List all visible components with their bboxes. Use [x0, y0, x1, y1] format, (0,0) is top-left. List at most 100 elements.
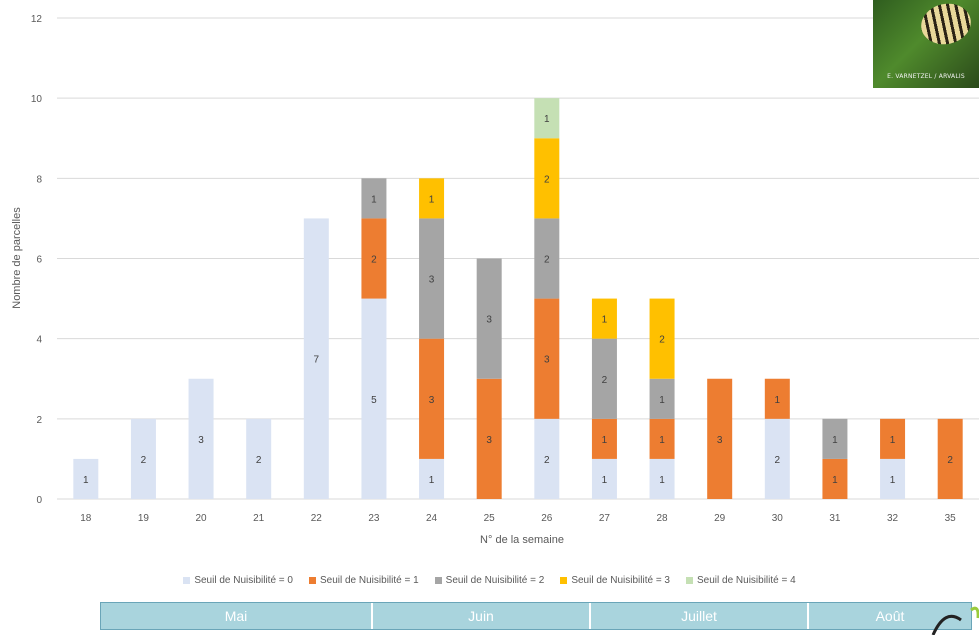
bar-segment [534, 298, 560, 419]
bars: 1 2 3 2 7 5 2 1 1 3 3 1 3 3 2 3 2 2 1 1 1 2 1 1 1 1 2 3 2 1 1 1 1 1 2 [73, 98, 963, 499]
legend-label: Seuil de Nuisibilité = 2 [445, 574, 545, 586]
data-label: 2 [659, 335, 665, 346]
x-tick-label: 18 [80, 513, 92, 524]
data-label: 3 [544, 355, 550, 366]
bar-segment [591, 458, 617, 499]
x-tick-label: 23 [368, 513, 380, 524]
data-label: 2 [775, 455, 781, 466]
bar-segment [419, 218, 445, 339]
bar-segment [880, 458, 906, 499]
data-label: 1 [890, 435, 896, 446]
data-label: 3 [486, 435, 492, 446]
legend-label: Seuil de Nuisibilité = 4 [697, 574, 796, 586]
bar-segment [880, 418, 906, 459]
legend-label: Seuil de Nuisibilité = 3 [571, 574, 670, 586]
y-tick-label: 10 [31, 94, 43, 105]
bar-segment [419, 338, 445, 459]
bar-segment [937, 418, 963, 499]
y-tick-label: 12 [31, 14, 43, 25]
data-label: 3 [198, 435, 204, 446]
bar-segment [591, 418, 617, 459]
data-label: 1 [83, 475, 89, 486]
photo-credit: E. VARNETZEL / ARVALIS [887, 73, 965, 80]
x-tick-label: 35 [945, 513, 957, 524]
data-label: 1 [544, 114, 550, 125]
data-label: 3 [717, 435, 723, 446]
y-tick-label: 6 [36, 255, 42, 266]
x-tick-label: 31 [829, 513, 841, 524]
x-axis-ticks: 18 19 20 21 22 23 24 25 26 27 28 29 30 31 32 35 [80, 513, 956, 524]
x-tick-label: 27 [599, 513, 611, 524]
data-label: 2 [544, 174, 550, 185]
bar-segment [246, 418, 272, 499]
data-label: 2 [544, 255, 550, 266]
data-label: 2 [544, 455, 550, 466]
bar-segment [591, 338, 617, 419]
legend-item: Seuil de Nuisibilité = 1 [308, 572, 419, 588]
bar-segment [419, 178, 445, 219]
x-tick-label: 30 [772, 513, 784, 524]
legend-item: Seuil de Nuisibilité = 2 [434, 572, 545, 588]
data-label: 2 [371, 255, 377, 266]
bar-segment [534, 418, 560, 499]
data-label: 1 [602, 475, 608, 486]
y-tick-label: 4 [36, 335, 42, 346]
data-label: 3 [429, 395, 435, 406]
legend-item: Seuil de Nuisibilité = 3 [560, 572, 670, 588]
bar-segment [476, 378, 502, 499]
legend-swatch [183, 576, 191, 584]
bar-segment [303, 218, 329, 499]
bar-segment [534, 218, 560, 299]
bar-segment [361, 298, 387, 499]
data-label: 7 [314, 355, 320, 366]
y-axis-ticks: 0 2 4 6 8 10 12 [31, 14, 43, 506]
corner-logo-fragment [931, 606, 979, 635]
x-tick-label: 32 [887, 513, 899, 524]
bar-segment [764, 418, 790, 499]
x-tick-label: 19 [138, 513, 150, 524]
month-cell: Juin [373, 603, 591, 629]
y-axis-title: Nombre de parcelles [11, 207, 23, 309]
bar-segment [822, 458, 848, 499]
bar-segment [476, 258, 502, 379]
bar-segment [649, 458, 675, 499]
bar-segment [822, 418, 848, 459]
x-tick-label: 26 [541, 513, 553, 524]
x-axis-title: N° de la semaine [480, 534, 564, 546]
bar-segment [764, 378, 790, 419]
data-label: 1 [832, 435, 838, 446]
data-label: 5 [371, 395, 377, 406]
legend-swatch [560, 576, 568, 584]
bar-segment [73, 458, 99, 499]
colorado-beetle-photo: E. VARNETZEL / ARVALIS [873, 0, 979, 88]
data-label: 2 [602, 375, 608, 386]
chart-legend: Seuil de Nuisibilité = 0 Seuil de Nuisibi… [0, 572, 979, 588]
bar-segment [534, 98, 560, 139]
x-tick-label: 28 [657, 513, 669, 524]
x-tick-label: 22 [311, 513, 323, 524]
month-band: Mai Juin Juillet Août [100, 602, 972, 630]
data-label: 1 [371, 194, 377, 205]
y-tick-label: 2 [36, 415, 42, 426]
x-tick-label: 20 [196, 513, 208, 524]
data-label: 2 [947, 455, 953, 466]
month-cell: Août [809, 603, 971, 629]
bar-segment [649, 298, 675, 379]
data-label: 1 [602, 435, 608, 446]
data-label: 1 [832, 475, 838, 486]
data-label: 1 [890, 475, 896, 486]
data-label: 1 [659, 475, 665, 486]
data-label: 1 [429, 475, 435, 486]
month-cell: Juillet [591, 603, 809, 629]
data-label: 1 [775, 395, 781, 406]
bar-segment [130, 418, 156, 499]
bar-segment [707, 378, 733, 499]
y-tick-label: 8 [36, 174, 42, 185]
legend-item: Seuil de Nuisibilité = 0 [183, 572, 293, 588]
data-label: 3 [429, 275, 435, 286]
data-label: 1 [602, 315, 608, 326]
bar-segment [591, 298, 617, 339]
data-label: 1 [659, 435, 665, 446]
bar-segment [419, 458, 445, 499]
